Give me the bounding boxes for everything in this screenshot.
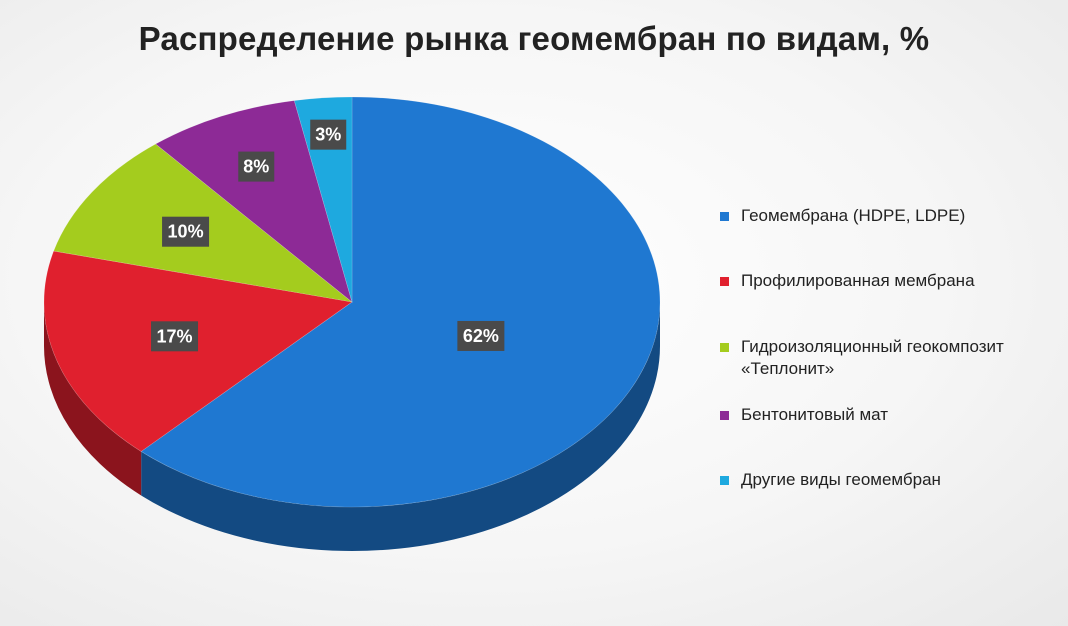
data-label-box	[310, 119, 347, 150]
legend-label: Геомембрана (HDPE, LDPE)	[741, 206, 966, 225]
legend-item-hdpe: Геомембрана (HDPE, LDPE)	[720, 205, 965, 227]
legend-item-geocomposite: Гидроизоляционный геокомпозит «Теплонит»	[720, 336, 1004, 380]
legend-swatch	[720, 343, 729, 352]
chart-title: Распределение рынка геомембран по видам,…	[138, 20, 930, 57]
data-label-text: 8%	[243, 157, 269, 177]
data-label-hdpe: 62%	[457, 320, 505, 351]
pie-slice-hdpe	[140, 96, 661, 508]
legend-label: Другие виды геомембран	[741, 470, 941, 489]
legend-item-other: Другие виды геомембран	[720, 469, 941, 491]
pie-slices	[43, 96, 661, 508]
legend-swatch	[720, 411, 729, 420]
pie-depth	[44, 302, 660, 551]
data-label-text: 3%	[315, 125, 341, 145]
legend-label: Бентонитовый мат	[741, 405, 889, 424]
data-label-box	[457, 320, 505, 351]
data-label-box	[162, 216, 210, 247]
legend-swatch	[720, 212, 729, 221]
data-label-bentonite: 8%	[238, 151, 275, 182]
data-label-text: 10%	[168, 222, 204, 242]
legend-item-bentonite: Бентонитовый мат	[720, 404, 888, 426]
pie-slice-bentonite	[155, 100, 353, 303]
legend-swatch	[720, 277, 729, 286]
legend-label: Профилированная мембрана	[741, 271, 975, 290]
legend-item-profiled: Профилированная мембрана	[720, 270, 975, 292]
pie-side-profiled	[44, 302, 142, 496]
data-label-profiled: 17%	[151, 321, 199, 352]
data-label-other: 3%	[310, 119, 347, 150]
data-label-box	[238, 151, 275, 182]
pie-data-labels: 62% 17% 10% 8% 3%	[151, 119, 505, 352]
data-label-text: 62%	[463, 326, 499, 346]
data-label-geocomposite: 10%	[162, 216, 210, 247]
legend-label: Гидроизоляционный геокомпозит «Теплонит»	[741, 337, 1004, 378]
data-label-text: 17%	[157, 326, 193, 346]
pie-side-hdpe	[141, 302, 660, 551]
data-label-box	[151, 321, 199, 352]
legend-swatch	[720, 476, 729, 485]
